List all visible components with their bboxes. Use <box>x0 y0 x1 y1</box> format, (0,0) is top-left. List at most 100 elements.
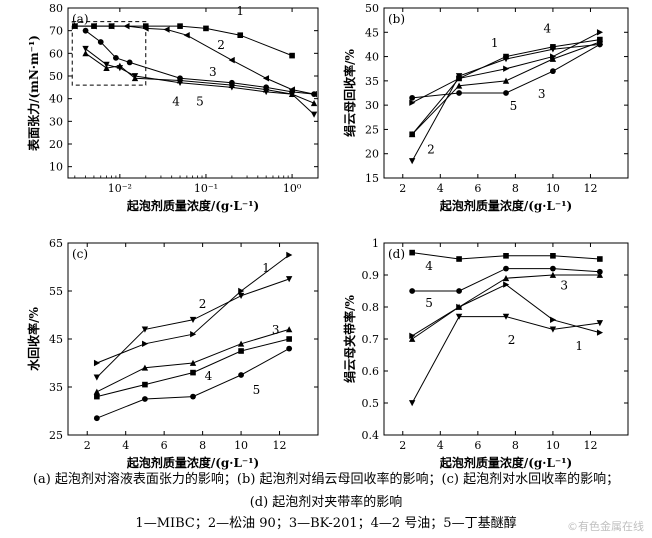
y-tick-label: 60 <box>49 47 63 60</box>
series-number-label: 3 <box>272 323 280 337</box>
series-5 <box>82 50 318 107</box>
data-point <box>103 64 110 71</box>
y-tick-label: 0.5 <box>362 397 380 410</box>
series-number-label: 5 <box>253 383 261 397</box>
x-tick-label: 10 <box>546 439 560 452</box>
data-point <box>408 400 416 407</box>
data-point <box>289 52 295 59</box>
data-point <box>597 256 603 262</box>
data-point <box>183 32 190 39</box>
y-tick-label: 15 <box>365 172 379 185</box>
panel-label: (d) <box>388 247 405 261</box>
series-4 <box>409 29 604 106</box>
data-point <box>285 326 293 333</box>
data-point <box>550 253 556 259</box>
x-tick-label: 6 <box>474 182 481 195</box>
data-point <box>177 23 183 29</box>
chart-panel-0: 10 20 30 40 50 60 70 80 10⁻² 10⁻¹ 10⁰ 起泡剂质量浓度/(g·L⁻… <box>26 2 319 213</box>
y-tick-label: 70 <box>49 25 63 38</box>
data-point <box>93 415 100 422</box>
x-tick-label: 10⁻² <box>108 182 132 195</box>
data-point <box>108 22 115 30</box>
data-point <box>408 335 416 342</box>
chart-panel-3: 0.40.50.60.70.80.912 4 6 8 10 12起泡剂质量浓度/(g·L⁻… <box>342 237 629 470</box>
y-tick-label: 0.7 <box>362 333 380 346</box>
data-point <box>97 39 104 45</box>
series-line <box>411 316 600 404</box>
series-5 <box>408 38 604 138</box>
x-axis-label: 起泡剂质量浓度/(g·L⁻¹) <box>126 198 259 213</box>
data-point <box>131 75 139 82</box>
y-tick-label: 25 <box>49 429 63 442</box>
series-1 <box>409 281 604 339</box>
y-tick-label: 35 <box>365 75 379 88</box>
y-tick-label: 20 <box>49 138 63 151</box>
data-point <box>503 253 509 259</box>
data-point <box>408 158 416 165</box>
caption-line-1: (a) 起泡剂对溶液表面张力的影响；(b) 起泡剂对绢云母回收率的影响；(c) … <box>32 472 620 487</box>
caption-line-2: (d) 起泡剂对夹带率的影响 <box>249 495 403 510</box>
data-point <box>71 22 78 30</box>
plot-frame <box>383 7 629 179</box>
data-point <box>190 331 197 338</box>
x-axis-label: 起泡剂质量浓度/(g·L⁻¹) <box>126 455 259 470</box>
data-point <box>408 131 416 138</box>
data-point <box>409 288 416 294</box>
data-point <box>190 393 196 400</box>
x-tick-label: 4 <box>122 439 129 452</box>
y-tick-label: 50 <box>49 70 63 83</box>
series-1 <box>94 336 292 400</box>
x-tick-label: 2 <box>399 439 406 452</box>
series-5 <box>93 345 293 422</box>
data-point <box>310 100 318 107</box>
series-line <box>411 284 600 337</box>
y-axis-label: 水回收率/% <box>26 307 41 371</box>
data-point <box>262 75 270 82</box>
data-point <box>189 359 197 366</box>
x-tick-label: 10⁰ <box>283 182 302 195</box>
data-point <box>237 292 245 299</box>
y-axis-label: 绢云母回收率/% <box>342 49 357 137</box>
data-point <box>126 59 133 66</box>
data-point <box>409 99 416 106</box>
series-line <box>96 338 290 398</box>
plot-frame <box>67 242 319 436</box>
series-3 <box>82 27 317 98</box>
series-number-label: 3 <box>560 278 568 292</box>
data-point <box>310 111 318 118</box>
x-tick-label: 8 <box>199 439 206 452</box>
data-point <box>286 336 292 342</box>
data-point <box>550 316 557 323</box>
data-point <box>596 38 604 45</box>
x-tick-label: 8 <box>512 439 519 452</box>
data-point <box>503 265 509 272</box>
data-point <box>142 396 148 402</box>
x-tick-label: 12 <box>583 439 597 452</box>
data-point <box>456 90 462 96</box>
y-tick-label: 1 <box>372 237 379 250</box>
y-tick-label: 55 <box>49 285 63 298</box>
caption-line-3: 1—MIBC；2—松油 90；3—BK-201；4—2 号油；5—丁基醚醇 <box>135 516 517 531</box>
data-point <box>82 27 89 34</box>
y-tick-label: 25 <box>365 123 379 136</box>
data-point <box>596 29 604 36</box>
series-number-label: 5 <box>425 296 433 310</box>
data-point <box>549 46 557 53</box>
data-point <box>238 287 245 295</box>
y-tick-label: 80 <box>49 2 63 15</box>
data-point <box>103 61 110 68</box>
series-number-label: 1 <box>236 4 244 18</box>
data-point <box>228 56 235 64</box>
x-tick-label: 12 <box>583 182 597 195</box>
x-tick-label: 4 <box>437 182 444 195</box>
data-point <box>549 326 557 333</box>
data-point <box>142 23 149 29</box>
y-tick-label: 0.9 <box>362 269 380 282</box>
series-2 <box>71 22 317 98</box>
data-point <box>503 90 509 96</box>
panel-label: (a) <box>72 12 89 26</box>
data-point <box>262 86 270 93</box>
